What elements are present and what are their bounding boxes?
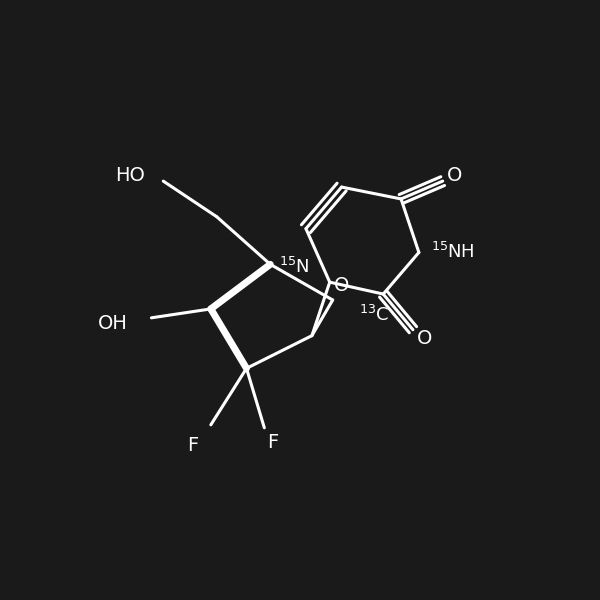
Text: $^{15}$N: $^{15}$N — [278, 257, 309, 277]
Text: HO: HO — [116, 166, 145, 185]
Text: O: O — [334, 275, 349, 295]
Text: O: O — [417, 329, 433, 348]
Text: OH: OH — [98, 314, 128, 333]
Text: F: F — [268, 433, 279, 452]
Text: F: F — [187, 436, 199, 455]
Text: $^{13}$C: $^{13}$C — [359, 305, 389, 325]
Text: O: O — [447, 166, 462, 185]
Text: $^{15}$NH: $^{15}$NH — [431, 242, 474, 262]
